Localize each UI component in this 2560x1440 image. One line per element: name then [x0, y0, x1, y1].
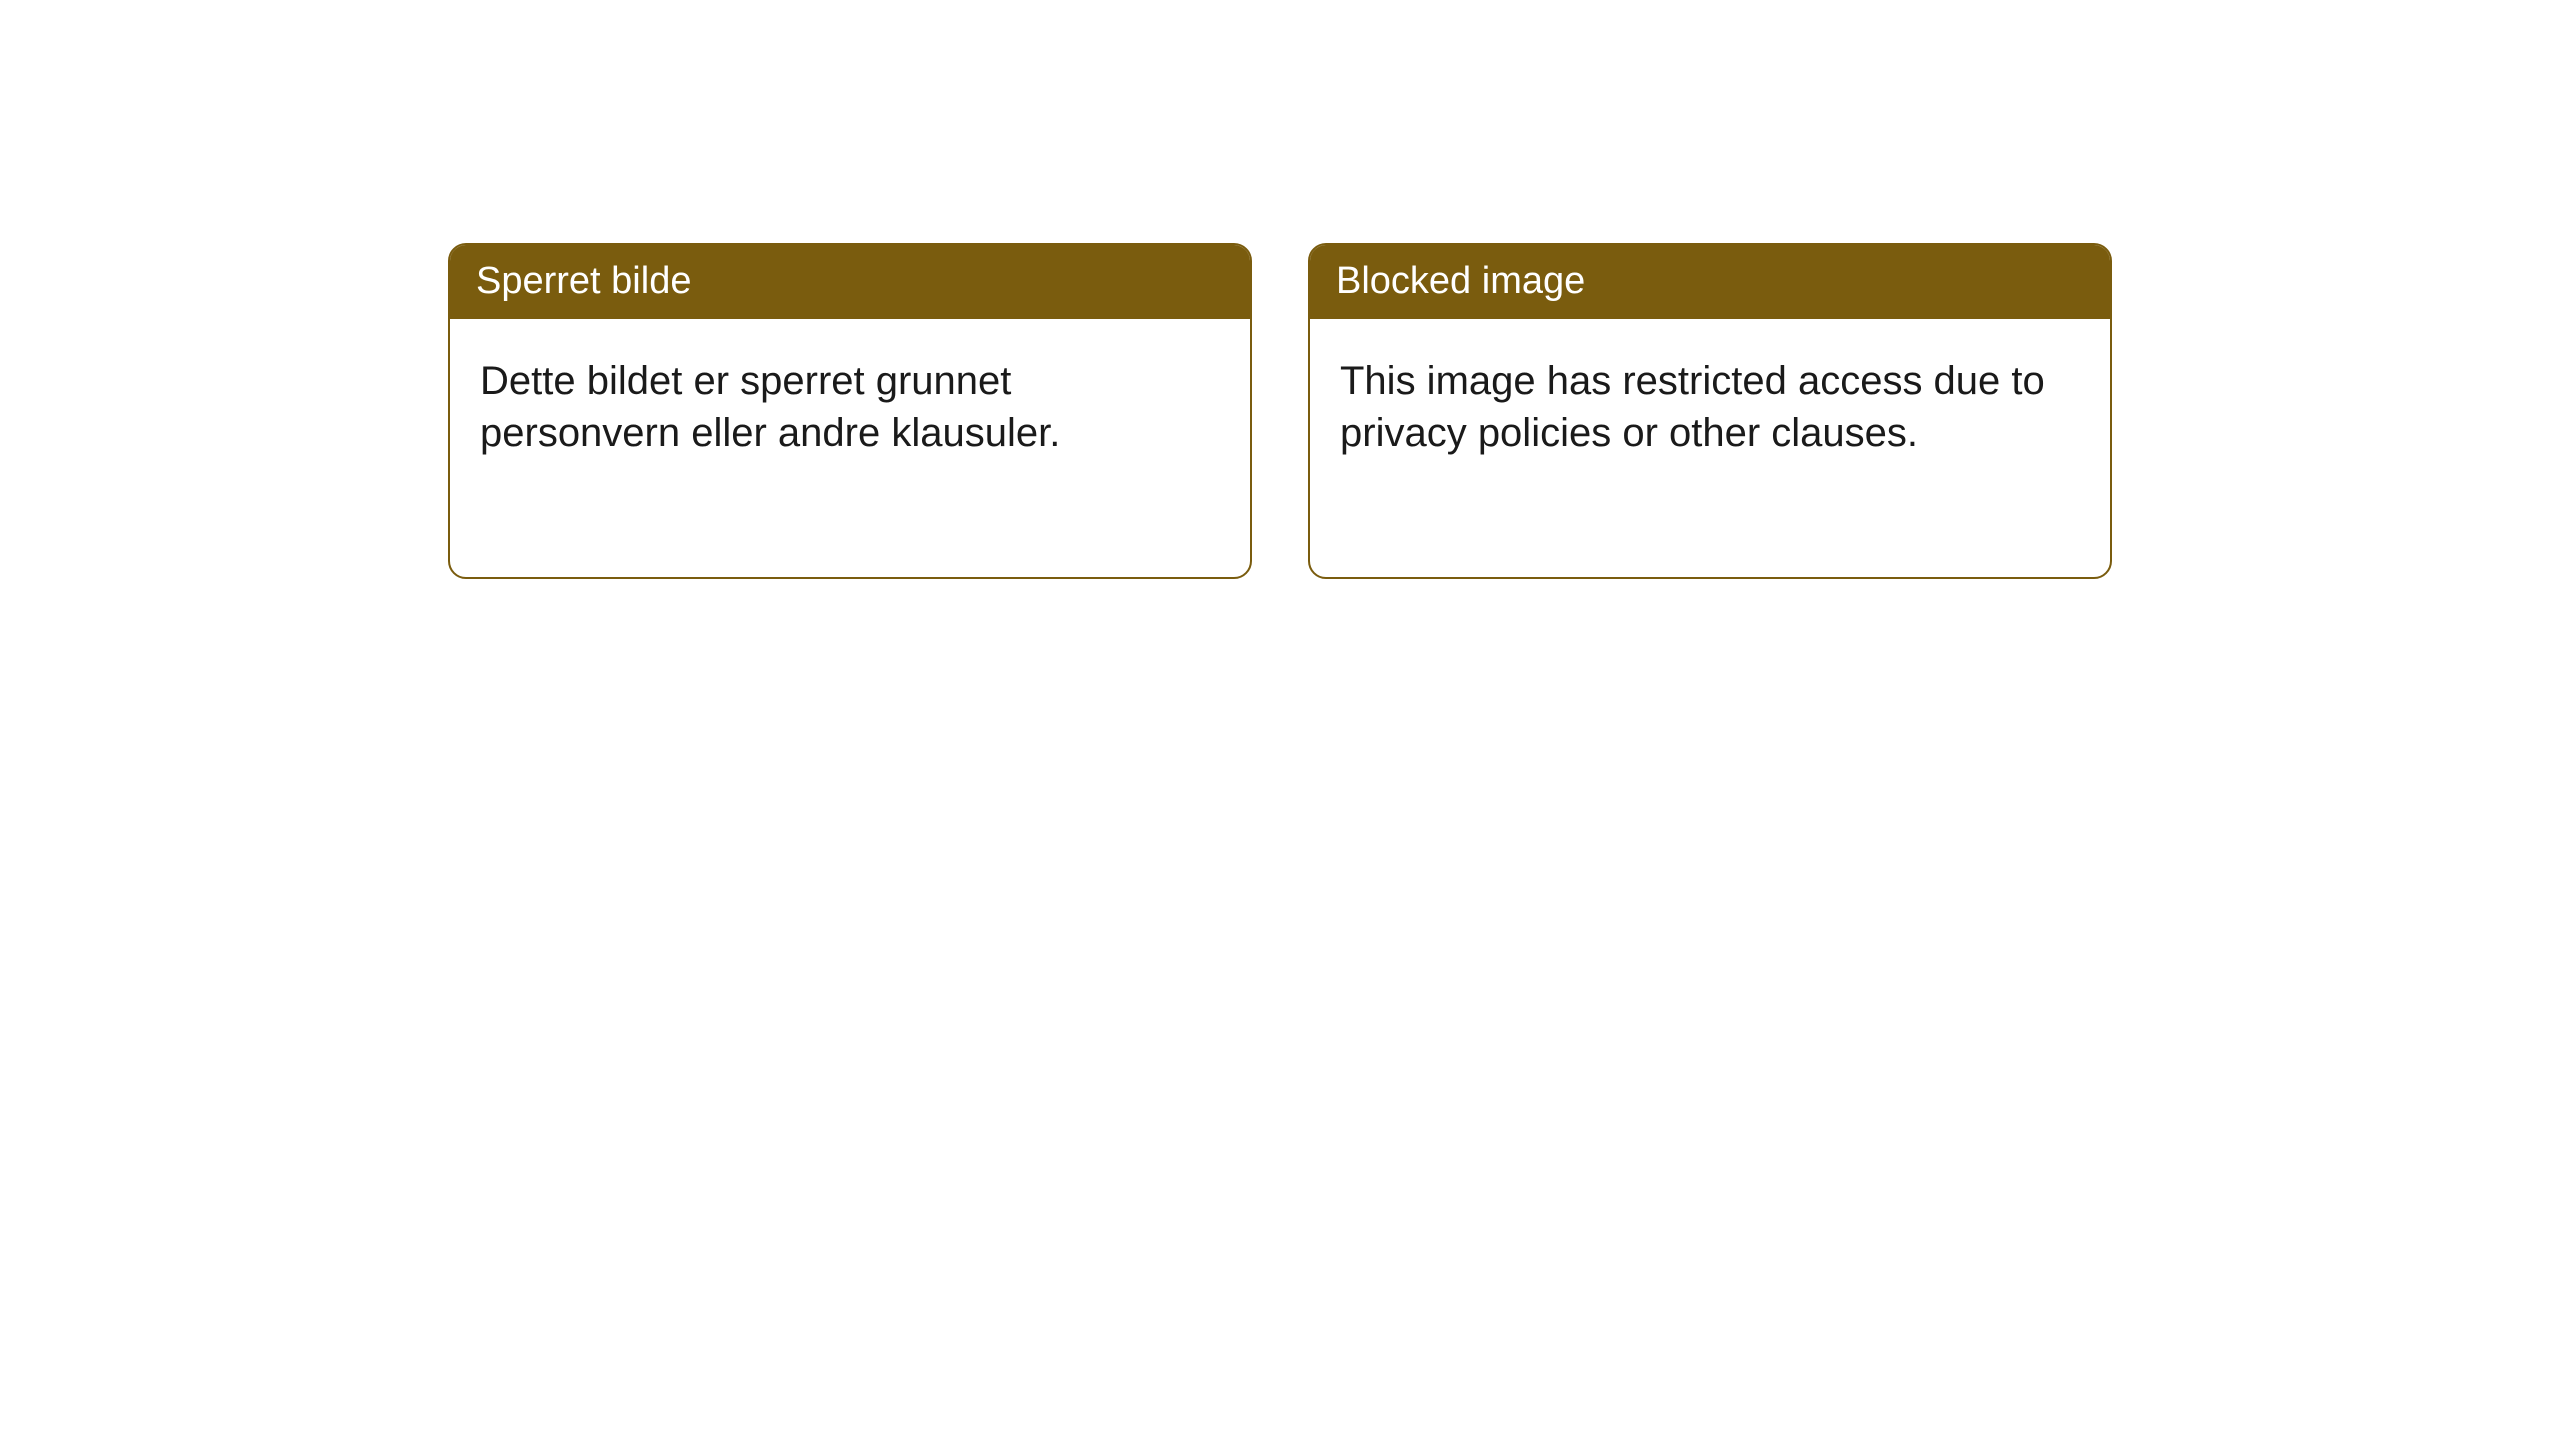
notice-card-title: Blocked image: [1310, 245, 2110, 319]
notice-card-body: This image has restricted access due to …: [1310, 319, 2110, 495]
notice-card-body: Dette bildet er sperret grunnet personve…: [450, 319, 1250, 495]
notice-cards-container: Sperret bilde Dette bildet er sperret gr…: [448, 243, 2112, 579]
notice-card-norwegian: Sperret bilde Dette bildet er sperret gr…: [448, 243, 1252, 579]
notice-card-english: Blocked image This image has restricted …: [1308, 243, 2112, 579]
notice-card-title: Sperret bilde: [450, 245, 1250, 319]
